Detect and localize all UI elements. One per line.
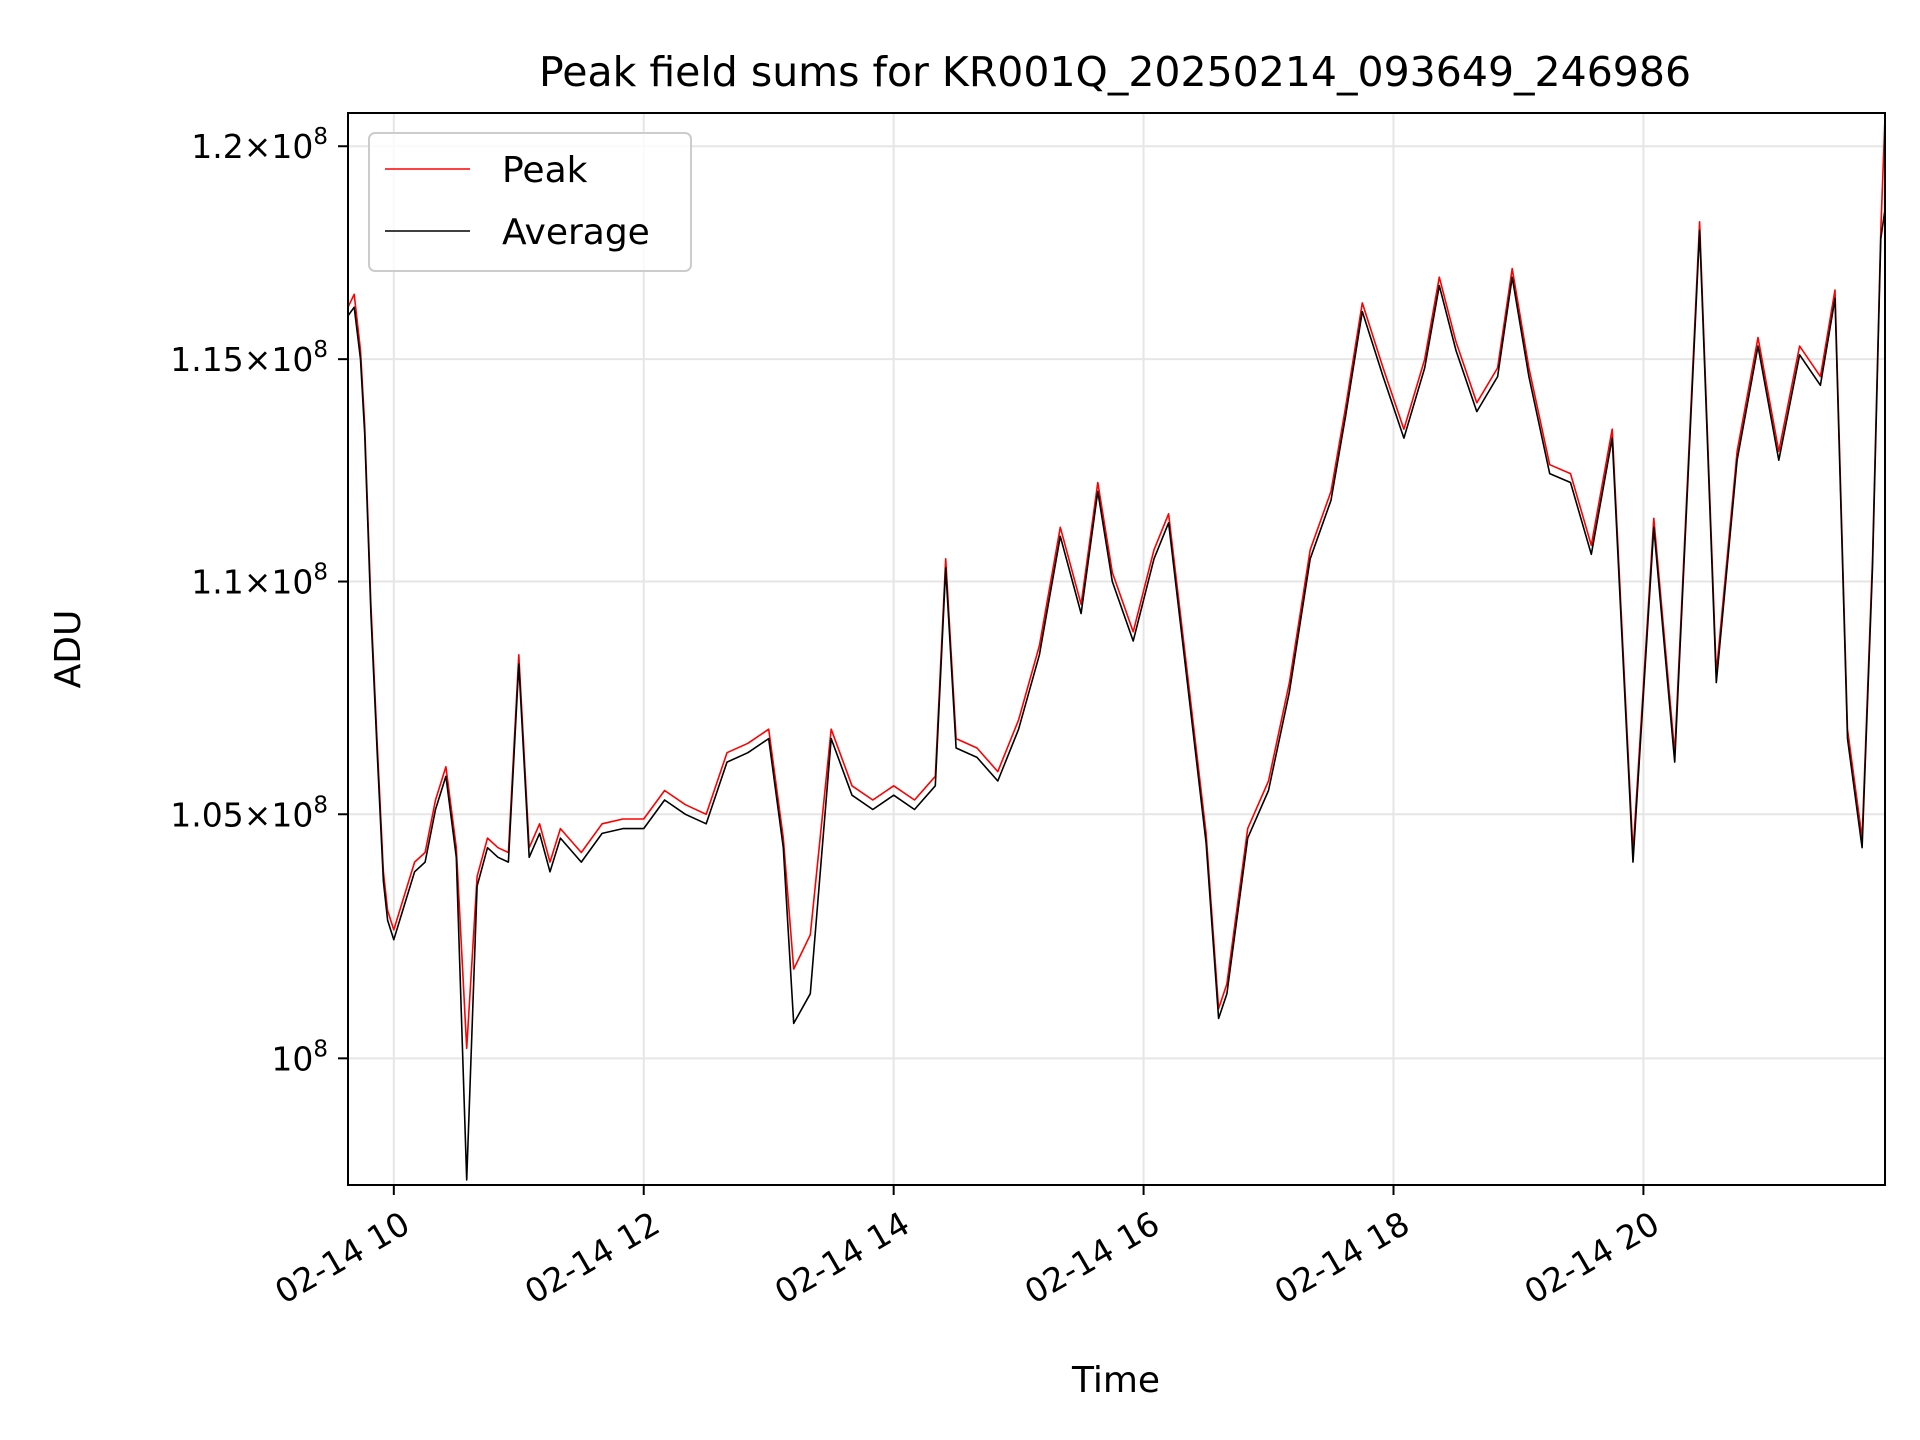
y-tick-label: 1.1×108: [191, 560, 328, 602]
y-axis: 108 1.05×108 1.1×108 1.15×108 1.2×108: [170, 124, 348, 1078]
series-lines: [347, 117, 1886, 1181]
y-tick-label: 1.05×108: [170, 792, 328, 834]
y-tick-label: 108: [271, 1036, 328, 1078]
series-line-average: [347, 209, 1886, 1181]
y-tick-label: 1.2×108: [191, 124, 328, 166]
legend-label-average: Average: [502, 212, 650, 253]
x-axis-label: Time: [1071, 1360, 1160, 1401]
legend: Peak Average: [368, 132, 692, 272]
plot-area: [347, 112, 1886, 1186]
chart-title: Peak field sums for KR001Q_20250214_0936…: [539, 48, 1691, 96]
series-line-peak: [347, 117, 1886, 1050]
y-axis-label: ADU: [48, 610, 89, 689]
legend-label-peak: Peak: [502, 150, 588, 191]
y-tick-label: 1.15×108: [170, 337, 328, 379]
grid: [348, 113, 1885, 1185]
legend-frame: [368, 132, 692, 272]
